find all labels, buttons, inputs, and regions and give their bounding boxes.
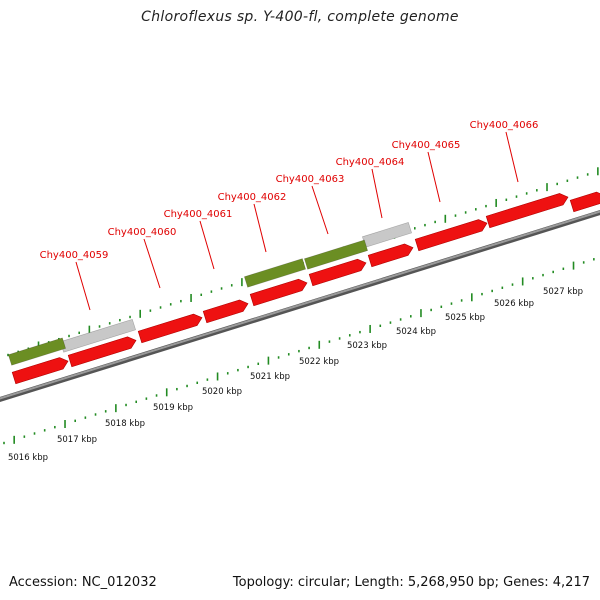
kbp-label: 5018 kbp bbox=[105, 419, 145, 429]
cds-arrow bbox=[249, 278, 308, 307]
cds-arrow bbox=[367, 243, 414, 268]
gene-label: Chy400_4065 bbox=[392, 140, 461, 151]
kbp-label: 5021 kbp bbox=[250, 372, 290, 382]
olive-feature-track bbox=[7, 239, 369, 366]
cds-arrow bbox=[137, 313, 203, 344]
gene-label-group: Chy400_4059 Chy400_4060 Chy400_4061 Chy400_… bbox=[40, 120, 539, 261]
olive-feature-bar bbox=[243, 258, 307, 288]
cds-arrow bbox=[202, 299, 249, 324]
kbp-label: 5022 kbp bbox=[299, 357, 339, 367]
kbp-label: 5026 kbp bbox=[494, 299, 534, 309]
kbp-label: 5024 kbp bbox=[396, 327, 436, 337]
gene-label: Chy400_4066 bbox=[470, 120, 539, 131]
leader-line bbox=[253, 203, 267, 253]
genome-backbone bbox=[0, 209, 600, 403]
kbp-label-group: 5016 kbp 5017 kbp 5018 kbp 5019 kbp 5020 kbp… bbox=[8, 287, 583, 463]
leader-lines bbox=[75, 131, 519, 311]
gene-label: Chy400_4064 bbox=[336, 157, 405, 168]
cds-arrow bbox=[414, 219, 488, 252]
grey-feature-bar bbox=[361, 222, 413, 248]
leader-line bbox=[311, 185, 329, 235]
kbp-label: 5023 kbp bbox=[347, 341, 387, 351]
red-gene-track bbox=[11, 191, 600, 385]
outer-tick-track bbox=[7, 167, 599, 357]
gene-label: Chy400_4060 bbox=[108, 227, 177, 238]
kbp-label: 5016 kbp bbox=[8, 453, 48, 463]
kbp-label: 5027 kbp bbox=[543, 287, 583, 297]
accession-text: Accession: NC_012032 bbox=[9, 575, 157, 590]
cds-arrow bbox=[11, 357, 69, 385]
kbp-label: 5025 kbp bbox=[445, 313, 485, 323]
gene-label: Chy400_4059 bbox=[40, 250, 109, 261]
kbp-label: 5020 kbp bbox=[202, 387, 242, 397]
olive-feature-bar bbox=[303, 239, 369, 270]
olive-feature-bar bbox=[7, 337, 67, 366]
inner-tick-track bbox=[3, 258, 595, 445]
cds-arrow bbox=[485, 193, 569, 229]
gene-label: Chy400_4062 bbox=[218, 192, 287, 203]
leader-line bbox=[371, 168, 383, 219]
gene-label: Chy400_4061 bbox=[164, 209, 233, 220]
leader-line bbox=[505, 131, 519, 183]
gene-label: Chy400_4063 bbox=[276, 174, 345, 185]
kbp-label: 5017 kbp bbox=[57, 435, 97, 445]
leader-line bbox=[143, 238, 161, 289]
cds-arrow bbox=[67, 336, 137, 368]
map-title: Chloroflexus sp. Y-400-fl, complete geno… bbox=[141, 9, 459, 25]
leader-line bbox=[427, 151, 441, 203]
kbp-label: 5019 kbp bbox=[153, 403, 193, 413]
topology-text: Topology: circular; Length: 5,268,950 bp… bbox=[232, 575, 590, 590]
cds-arrow bbox=[308, 258, 367, 287]
cds-arrow bbox=[569, 191, 600, 213]
leader-line bbox=[199, 220, 215, 270]
leader-line bbox=[75, 261, 91, 311]
